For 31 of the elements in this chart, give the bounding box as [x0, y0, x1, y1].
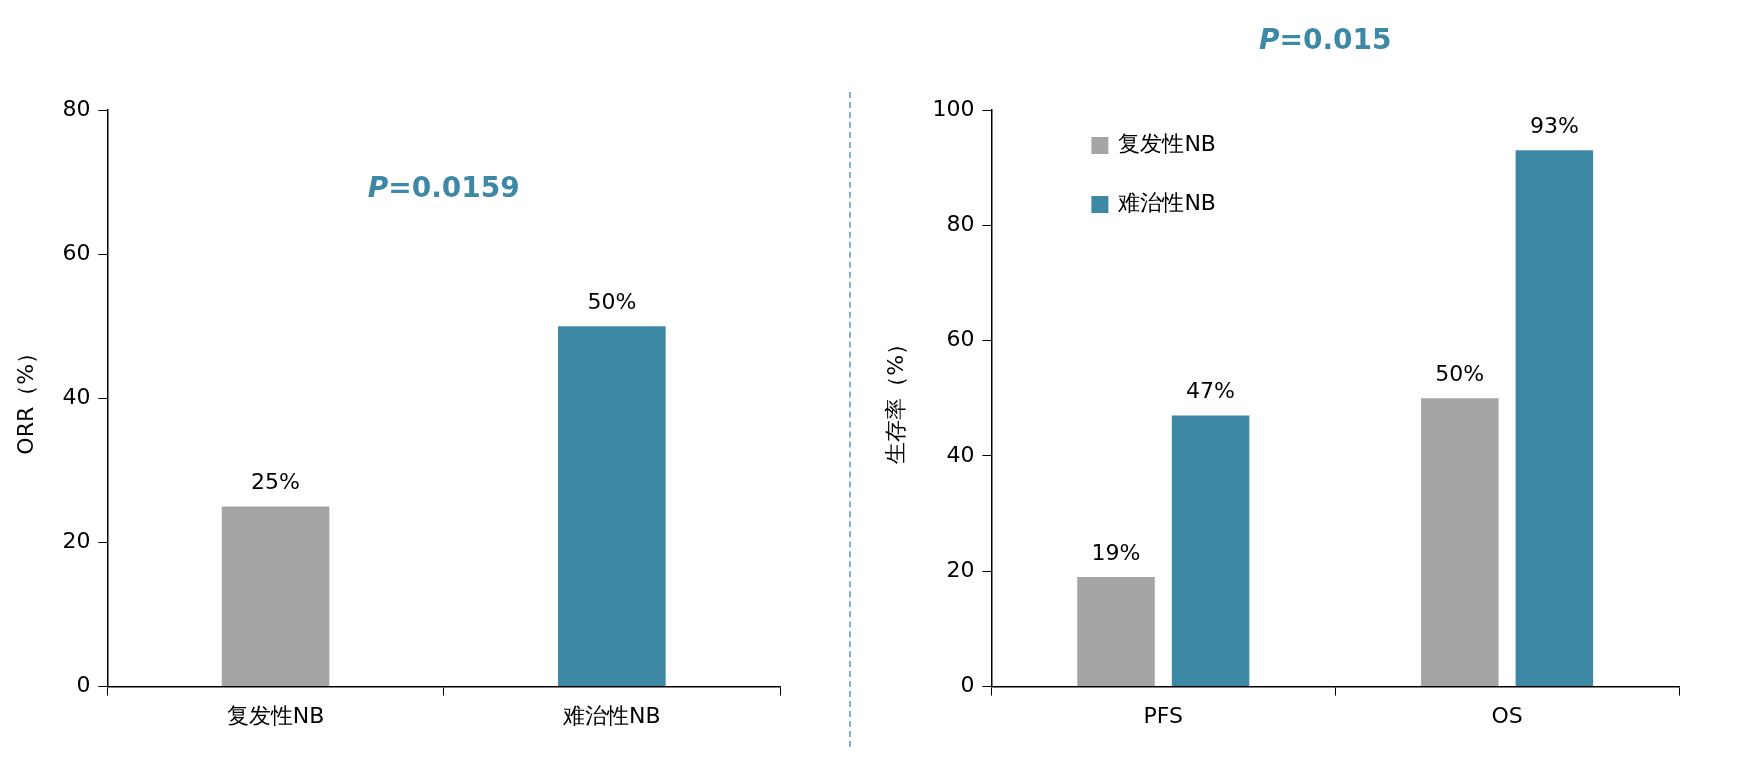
data-label: 25% [251, 469, 300, 495]
bar [1421, 398, 1499, 687]
x-tick-label: PFS [1143, 702, 1184, 728]
x-tick-label: 难治性NB [562, 702, 661, 728]
y-tick-label: 80 [946, 211, 975, 237]
y-tick-label: 60 [62, 239, 91, 265]
data-label: 19% [1091, 539, 1141, 565]
y-tick-label: 20 [62, 528, 91, 554]
x-tick-label: 复发性NB [226, 702, 325, 728]
y-tick-label: 100 [932, 95, 975, 121]
data-label: 47% [1186, 378, 1236, 404]
y-tick-label: 20 [946, 557, 975, 582]
y-tick-label: 80 [62, 95, 91, 121]
annotation: P=0.0159 [367, 171, 520, 205]
y-tick-label: 40 [62, 384, 91, 410]
bar [1077, 577, 1155, 687]
y-tick-label: 0 [76, 672, 91, 698]
bar [1171, 415, 1250, 687]
y-axis-title: ORR（%） [12, 341, 38, 455]
y-tick-label: 0 [960, 672, 975, 698]
bar [1515, 150, 1594, 687]
data-label: 50% [1435, 361, 1485, 387]
legend-label: 难治性NB [1117, 189, 1216, 215]
text: P=0.015 [1258, 23, 1392, 57]
data-label: 50% [587, 288, 637, 314]
y-tick-label: 40 [946, 441, 975, 467]
x-tick-label: OS [1491, 702, 1523, 728]
data-label: 93% [1529, 113, 1579, 139]
legend-label: 复发性NB [1118, 130, 1216, 156]
y-axis-title: 生存率（%） [882, 332, 908, 464]
y-tick-label: 60 [946, 326, 975, 352]
